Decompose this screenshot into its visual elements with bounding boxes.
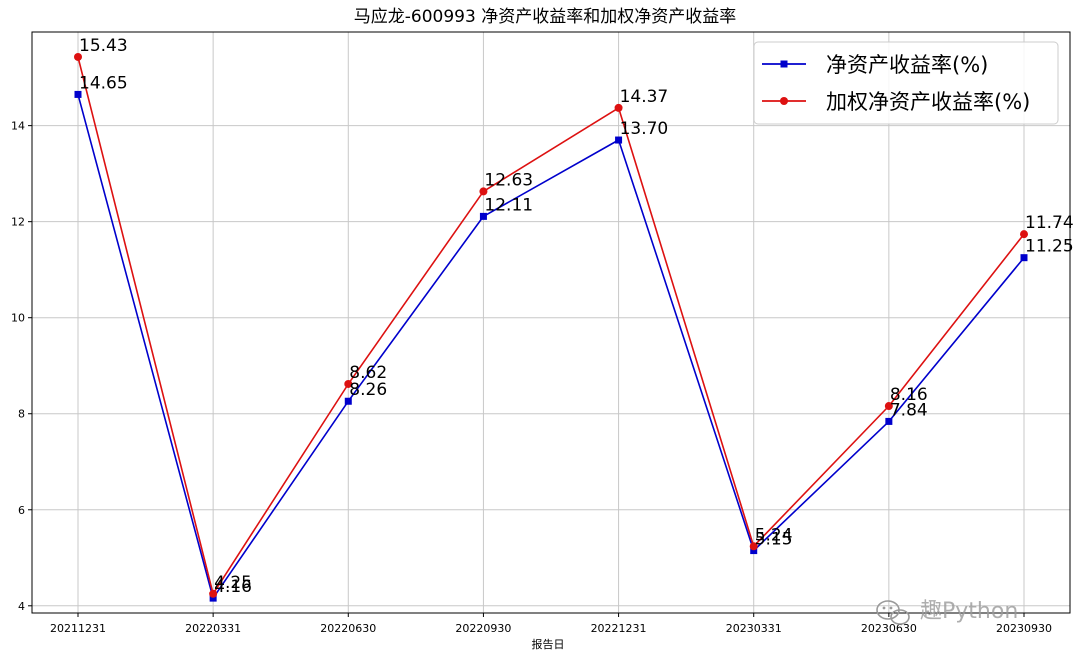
- data-label: 8.16: [890, 385, 928, 405]
- legend-label: 净资产收益率(%): [826, 53, 988, 77]
- data-point: [615, 136, 623, 144]
- y-tick-label: 14: [11, 120, 25, 133]
- data-point: [74, 90, 82, 98]
- data-label: 5.15: [755, 530, 793, 550]
- legend-entry: 加权净资产收益率(%): [762, 90, 1030, 114]
- data-point: [1020, 254, 1028, 262]
- series-line: [77, 94, 1025, 599]
- plot-area: [31, 31, 1071, 614]
- grid: [32, 32, 1070, 613]
- legend-label: 加权净资产收益率(%): [826, 90, 1030, 114]
- data-point: [614, 103, 623, 112]
- data-labels: 14.65 4.16 8.26 12.11 13.70 5.15 7.84 11.25 15.4…: [79, 36, 1074, 597]
- data-point: [209, 589, 218, 598]
- watermark: 趣Python: [876, 599, 1018, 625]
- legend-box: [753, 41, 1059, 125]
- watermark-text: 趣Python: [920, 599, 1018, 624]
- legend-entry: 净资产收益率(%): [762, 53, 988, 77]
- y-axis: 4 6 8 10 12 14: [11, 120, 32, 613]
- data-point: [884, 402, 893, 411]
- data-label: 12.11: [484, 195, 533, 215]
- data-point: [749, 542, 758, 551]
- legend-marker: [780, 60, 788, 68]
- data-label: 12.63: [484, 170, 533, 190]
- data-point: [209, 594, 217, 602]
- data-point: [344, 379, 353, 388]
- x-tick-label: 20230630: [861, 622, 917, 635]
- data-label: 4.16: [214, 577, 252, 597]
- data-point: [479, 187, 488, 196]
- y-tick-label: 6: [18, 504, 25, 517]
- wechat-icon: [876, 600, 910, 625]
- data-label: 11.25: [1025, 237, 1074, 257]
- series-line: [77, 56, 1025, 595]
- data-label: 14.65: [79, 73, 128, 93]
- series-layer: [74, 52, 1028, 602]
- y-tick-label: 4: [18, 600, 25, 613]
- y-tick-label: 8: [18, 408, 25, 421]
- data-point: [750, 547, 758, 555]
- data-point: [74, 52, 82, 61]
- data-label: 8.62: [349, 363, 387, 383]
- x-tick-label: 20230331: [726, 622, 782, 635]
- data-point: [479, 212, 487, 220]
- data-point: [1020, 230, 1028, 239]
- legend-marker: [780, 97, 788, 105]
- series-2: [74, 52, 1028, 598]
- y-tick-label: 10: [11, 312, 25, 325]
- data-label: 7.84: [890, 400, 928, 420]
- series-1: [74, 90, 1028, 602]
- data-label: 13.70: [620, 119, 669, 139]
- data-label: 5.24: [755, 525, 793, 545]
- x-tick-label: 20220331: [185, 622, 241, 635]
- x-tick-label: 20230930: [996, 622, 1052, 635]
- legend: 净资产收益率(%) 加权净资产收益率(%): [753, 41, 1059, 125]
- data-label: 15.43: [79, 36, 128, 56]
- data-label: 8.26: [349, 380, 387, 400]
- x-axis: 20211231 20220331 20220630 20220930 20221231…: [50, 613, 1052, 635]
- chart-title: 马应龙-600993 净资产收益率和加权净资产收益率: [354, 7, 736, 27]
- x-tick-label: 20211231: [50, 622, 106, 635]
- y-tick-label: 12: [11, 216, 25, 229]
- x-axis-label: 报告日: [532, 637, 565, 651]
- x-tick-label: 20220930: [455, 622, 511, 635]
- data-label: 11.74: [1025, 213, 1074, 233]
- data-label: 4.25: [214, 573, 252, 593]
- x-tick-label: 20220630: [320, 622, 376, 635]
- data-label: 14.37: [620, 87, 669, 107]
- x-tick-label: 20221231: [591, 622, 647, 635]
- data-point: [344, 397, 352, 405]
- data-point: [885, 417, 893, 425]
